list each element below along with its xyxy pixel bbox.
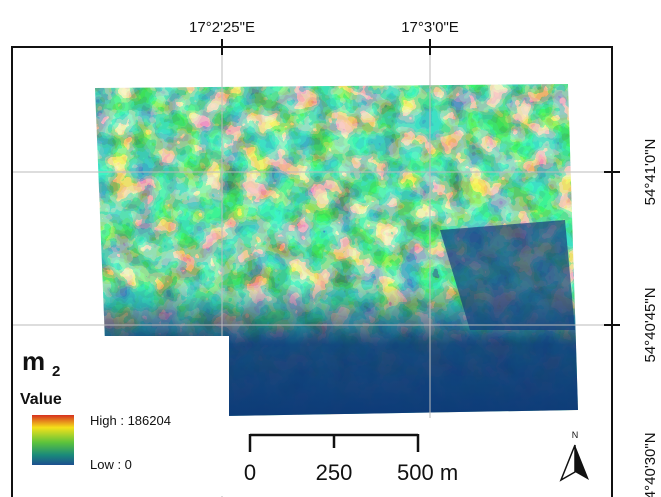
latitude-label: 54°41'0"N	[642, 139, 659, 206]
scale-bar: 0 250 500 m	[235, 418, 470, 497]
scale-box	[235, 418, 470, 497]
arrow	[561, 445, 575, 480]
scale-label: 250	[316, 460, 353, 485]
longitude-label: 17°3'0"E	[401, 19, 459, 36]
longitude-label: 17°2'25"E	[189, 19, 255, 36]
legend: m 2 Value High : 186204 Low : 0	[14, 336, 229, 496]
legend-label: Value	[20, 391, 62, 408]
latitude-label: 54°40'45"N	[642, 287, 659, 362]
map: 17°2'25"E 17°3'0"E 54°41'0"N 54°40'45"N …	[0, 0, 661, 497]
legend-title-sub: 2	[52, 363, 60, 380]
scale-label: 500 m	[397, 460, 458, 485]
legend-low: Low : 0	[90, 457, 132, 472]
north-arrow: N	[561, 430, 589, 480]
legend-high: High : 186204	[90, 413, 171, 428]
latitude-label: 54°40'30"N	[642, 432, 659, 497]
scale-label: 0	[244, 460, 256, 485]
north-label: N	[572, 430, 579, 440]
legend-title: m	[22, 346, 45, 376]
arrow	[575, 445, 589, 480]
color-ramp	[32, 415, 74, 465]
